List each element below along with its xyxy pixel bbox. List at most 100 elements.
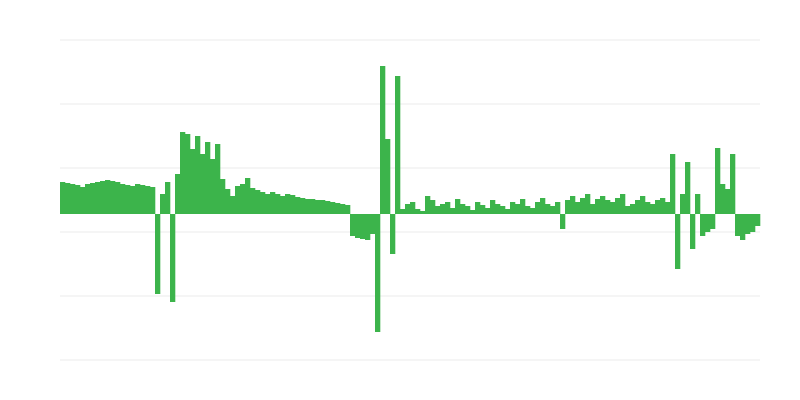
bar <box>555 202 561 214</box>
bar <box>405 204 411 214</box>
bar <box>420 211 426 214</box>
bar <box>270 192 276 214</box>
bar <box>320 200 326 214</box>
bar <box>390 214 396 254</box>
bar <box>210 159 216 214</box>
bar <box>635 200 641 214</box>
bar <box>470 210 476 214</box>
bar <box>155 214 161 294</box>
bar <box>125 185 131 214</box>
bar <box>525 206 531 214</box>
bar <box>170 214 176 302</box>
bar <box>395 76 401 214</box>
bar <box>185 134 191 214</box>
bar <box>600 196 606 214</box>
bar <box>520 199 526 214</box>
bar <box>595 199 601 214</box>
bar <box>215 144 221 214</box>
bar <box>225 189 231 214</box>
bar <box>515 204 521 214</box>
bar <box>245 178 251 214</box>
bar <box>755 214 761 226</box>
bar <box>290 195 296 214</box>
bar <box>435 206 441 214</box>
bar <box>615 198 621 214</box>
bar <box>610 202 616 214</box>
bar <box>140 185 146 214</box>
bar <box>730 154 736 214</box>
bar <box>360 214 366 239</box>
bar <box>490 200 496 214</box>
bar <box>735 214 741 236</box>
bar <box>710 214 716 229</box>
bar <box>115 182 121 214</box>
bar <box>495 204 501 214</box>
bar <box>590 204 596 214</box>
bar <box>160 194 166 214</box>
bar <box>310 199 316 214</box>
bar <box>275 194 281 214</box>
bar <box>375 214 381 332</box>
bar <box>135 184 141 214</box>
bar <box>430 200 436 214</box>
bar <box>95 182 101 214</box>
bar <box>350 214 356 236</box>
bar <box>480 205 486 214</box>
bar <box>505 209 511 214</box>
bar <box>545 204 551 214</box>
bar <box>650 204 656 214</box>
bar <box>670 154 676 214</box>
bar <box>260 192 266 214</box>
bar <box>325 201 331 214</box>
bar <box>90 183 96 214</box>
bar <box>475 202 481 214</box>
bar <box>685 162 691 214</box>
bar <box>100 181 106 214</box>
bar <box>305 199 311 214</box>
bar <box>65 183 71 214</box>
bar <box>620 194 626 214</box>
bar <box>485 208 491 214</box>
bar <box>165 182 171 214</box>
bar <box>655 200 661 214</box>
bar <box>510 202 516 214</box>
bar <box>575 202 581 214</box>
bar <box>110 181 116 214</box>
bar <box>720 184 726 214</box>
bar <box>530 208 536 214</box>
bar <box>150 187 156 214</box>
bar <box>460 204 466 214</box>
bar <box>705 214 711 232</box>
bar <box>695 194 701 214</box>
bar <box>645 202 651 214</box>
bar <box>700 214 706 236</box>
bar <box>355 214 361 238</box>
bar <box>345 205 351 214</box>
bar <box>450 208 456 214</box>
bar <box>265 194 271 214</box>
bar <box>240 184 246 214</box>
bar <box>725 189 731 214</box>
bar <box>675 214 681 269</box>
bar <box>145 186 151 214</box>
bar <box>250 188 256 214</box>
bar <box>75 185 81 214</box>
bar <box>130 186 136 214</box>
bar <box>285 194 291 214</box>
bar <box>580 198 586 214</box>
bar <box>365 214 371 240</box>
bar <box>630 204 636 214</box>
bar <box>120 184 126 214</box>
bar <box>330 202 336 214</box>
bar <box>235 186 241 214</box>
bar <box>680 194 686 214</box>
bar <box>190 149 196 214</box>
bar <box>280 196 286 214</box>
bar <box>540 198 546 214</box>
bar <box>380 66 386 214</box>
bar <box>740 214 746 240</box>
bar <box>745 214 751 234</box>
bar <box>750 214 756 232</box>
bar <box>105 180 111 214</box>
